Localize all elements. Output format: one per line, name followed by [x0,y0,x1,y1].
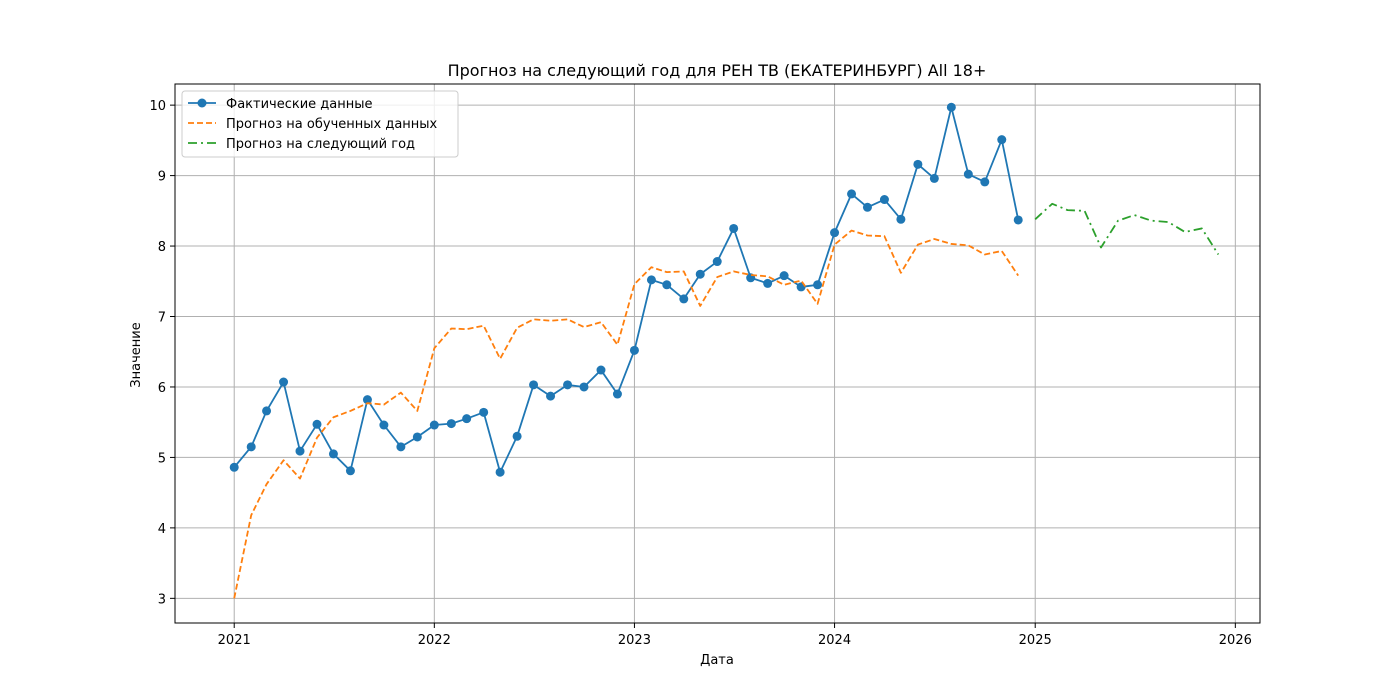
data-point [446,419,456,429]
data-point [596,365,606,375]
data-point [312,419,322,429]
data-point [362,395,372,405]
data-point [695,269,705,279]
y-tick-label: 4 [158,522,166,537]
data-point [946,102,956,112]
data-point [279,377,289,387]
data-point [913,159,923,169]
x-tick-label: 2025 [1019,633,1052,648]
data-point [896,214,906,224]
x-tick-label: 2022 [418,633,451,648]
data-point [929,173,939,183]
axis-ticks: 2021 2022 2023 2024 2025 2026 3 4 5 6 7 8 9 10 [149,99,1251,648]
data-point [262,406,272,416]
y-tick-label: 6 [158,381,166,396]
data-point [662,280,672,290]
legend-marker [197,98,207,108]
data-point [429,420,439,430]
x-axis-label: Дата [700,653,734,668]
data-point [246,442,256,452]
x-tick-label: 2021 [218,633,251,648]
data-point [345,466,355,476]
legend-box [181,90,459,158]
data-point [830,228,840,238]
y-axis-label: Значение [129,322,144,387]
data-point [813,280,823,290]
chart-title: Прогноз на следующий год для РЕН ТВ (ЕКА… [448,61,987,80]
series-layer [229,102,1220,599]
x-tick-label: 2024 [818,633,851,648]
data-point [379,420,389,430]
data-point [495,467,505,477]
x-tick-label: 2026 [1219,633,1252,648]
legend-label: Фактические данные [226,97,373,112]
grid-lines [175,84,1260,623]
y-tick-label: 9 [158,170,166,185]
series-line-3 [1034,202,1220,255]
data-point [963,169,973,179]
y-tick-label: 5 [158,451,166,466]
data-point [879,195,889,205]
plot-frame [174,83,1261,624]
y-tick-label: 8 [158,240,166,255]
y-tick-label: 7 [158,311,166,326]
x-tick-label: 2023 [618,633,651,648]
data-point [646,275,656,285]
y-tick-label: 3 [158,592,166,607]
data-point [512,431,522,441]
data-point [862,202,872,212]
data-point [763,278,773,288]
data-point [612,389,622,399]
data-point [563,380,573,390]
legend-label: Прогноз на обученных данных [226,117,438,132]
data-point [980,177,990,187]
series-line-2 [233,229,1019,599]
data-point [229,462,239,472]
data-point [579,382,589,392]
data-point [412,432,422,442]
data-point [997,135,1007,145]
data-point [729,223,739,233]
data-point [479,407,489,417]
legend-label: Прогноз на следующий год [226,137,415,152]
data-point [462,414,472,424]
data-point [546,391,556,401]
data-point [779,271,789,281]
data-point [712,257,722,267]
data-point [328,449,338,459]
data-point [847,189,857,199]
data-point [529,380,539,390]
y-tick-label: 10 [149,99,166,114]
data-point [679,294,689,304]
data-point [295,446,305,456]
data-point [1013,215,1023,225]
legend: Фактические данные Прогноз на обученных д… [181,90,459,158]
data-point [629,345,639,355]
data-point [396,442,406,452]
